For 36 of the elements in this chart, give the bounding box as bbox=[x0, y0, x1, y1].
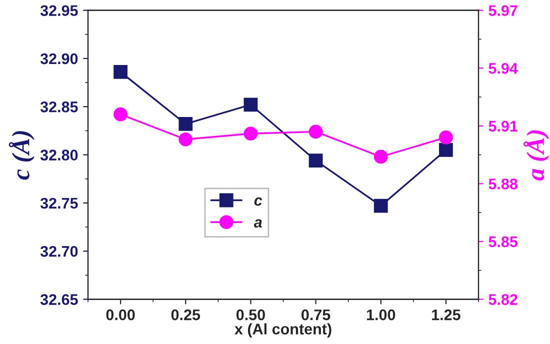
point bbox=[439, 130, 453, 144]
y-tick-label: 32.90 bbox=[40, 53, 78, 64]
point bbox=[374, 198, 388, 213]
point bbox=[308, 124, 323, 139]
x-tick-label: 1.25 bbox=[432, 309, 460, 320]
y2-axis-title: a (Å) bbox=[524, 130, 550, 181]
x-tick-label: 0.75 bbox=[302, 309, 330, 320]
point bbox=[439, 143, 453, 157]
x-tick-label: 1.00 bbox=[366, 309, 396, 320]
point bbox=[308, 154, 323, 168]
y-axis-title: c (Å) bbox=[8, 131, 34, 180]
point bbox=[114, 107, 128, 122]
y-tick-label: 32.80 bbox=[40, 150, 78, 161]
x-axis-title: x (Al content) bbox=[234, 323, 332, 338]
legend-label: a bbox=[254, 219, 262, 228]
x-tick-label: 0.25 bbox=[171, 309, 200, 320]
y2-tick-label: 5.82 bbox=[488, 294, 518, 305]
point bbox=[178, 117, 193, 131]
y-tick-label: 32.95 bbox=[40, 5, 78, 16]
y2-tick-label: 5.88 bbox=[488, 178, 518, 190]
y-tick-label: 32.70 bbox=[40, 246, 78, 257]
point bbox=[374, 150, 388, 164]
y-tick-label: 32.65 bbox=[40, 294, 78, 305]
y2-tick-label: 5.97 bbox=[488, 5, 518, 16]
y2-tick-label: 5.91 bbox=[488, 120, 518, 132]
x-tick-label: 0.00 bbox=[106, 309, 135, 320]
legend-label: c bbox=[254, 197, 262, 206]
point bbox=[178, 132, 193, 146]
y2-tick-label: 5.94 bbox=[488, 62, 518, 74]
point bbox=[114, 65, 128, 79]
point bbox=[244, 126, 258, 141]
point bbox=[244, 98, 258, 112]
y-tick-label: 32.75 bbox=[40, 198, 78, 209]
y-tick-label: 32.85 bbox=[40, 102, 78, 112]
y2-tick-label: 5.85 bbox=[488, 236, 518, 248]
x-tick-label: 0.50 bbox=[236, 309, 265, 320]
